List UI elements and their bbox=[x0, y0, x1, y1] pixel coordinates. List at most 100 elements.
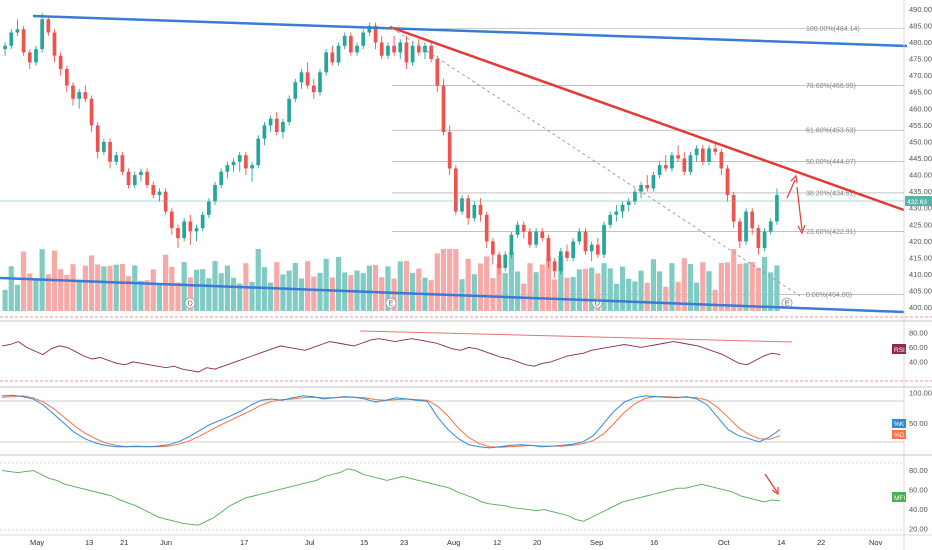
volume-bar bbox=[366, 265, 372, 311]
date-tick-label: 21 bbox=[120, 538, 128, 547]
candle-body bbox=[9, 32, 14, 46]
volume-bar bbox=[348, 275, 354, 311]
arrow-down-icon bbox=[796, 186, 803, 231]
candle-body bbox=[83, 92, 88, 99]
volume-bar bbox=[230, 277, 237, 311]
volume-bar bbox=[508, 252, 514, 311]
candle-body bbox=[750, 211, 755, 229]
date-tick-label: 20 bbox=[533, 538, 541, 547]
candle-body bbox=[349, 35, 353, 53]
candle-body bbox=[565, 251, 569, 258]
candle-body bbox=[126, 171, 131, 186]
indicator-tick-label: 80.00 bbox=[909, 328, 928, 337]
volume-bar bbox=[379, 277, 385, 311]
volume-bar bbox=[724, 262, 731, 311]
price-tick-label: 460.00 bbox=[909, 104, 932, 113]
volume-bar bbox=[70, 264, 76, 311]
volume-bar bbox=[761, 257, 768, 311]
date-tick-label: Aug bbox=[447, 538, 460, 547]
mfi-panel[interactable]: 80.00 60.00 40.00 20.00 MFI bbox=[0, 462, 928, 534]
event-marker[interactable] bbox=[184, 297, 196, 309]
candle-body bbox=[768, 221, 773, 232]
fib-level-label: 61.80%(453.53) bbox=[806, 128, 856, 135]
volume-bar bbox=[82, 265, 88, 311]
volume-bar bbox=[490, 278, 496, 311]
last-price-label: 432.63 bbox=[907, 199, 927, 206]
rsi-divergence-line bbox=[359, 330, 793, 343]
candle-body bbox=[188, 221, 193, 232]
volume-bar bbox=[570, 277, 576, 311]
candle-body bbox=[497, 254, 501, 268]
volume-bar bbox=[237, 283, 243, 311]
volume-bar bbox=[206, 278, 212, 311]
volume-bar bbox=[107, 265, 113, 311]
volume-bar bbox=[329, 277, 335, 311]
candle-body bbox=[398, 42, 403, 53]
stoch-k-line bbox=[1, 394, 781, 449]
date-tick-label: Jul bbox=[305, 538, 315, 547]
stochastic-panel[interactable]: 100.00 50.00 %K %D bbox=[0, 388, 932, 449]
volume-bar bbox=[193, 269, 200, 311]
date-tick-label: Oct bbox=[718, 538, 731, 547]
price-tick-label: 435.00 bbox=[909, 187, 932, 196]
volume-bar bbox=[558, 255, 564, 311]
candle-body bbox=[552, 261, 557, 272]
volume-bar bbox=[552, 279, 558, 311]
volume-bar bbox=[607, 268, 613, 311]
candle-body bbox=[114, 155, 119, 162]
candle-body bbox=[614, 211, 619, 215]
candle-body bbox=[305, 72, 310, 86]
candle-body bbox=[268, 118, 273, 126]
price-tick-label: 465.00 bbox=[909, 88, 932, 97]
stoch-d-legend-badge bbox=[892, 430, 906, 439]
price-tick-label: 485.00 bbox=[909, 21, 932, 30]
fib-level-label: 50.00%(444.07) bbox=[806, 159, 856, 166]
arrow-up-head-icon bbox=[790, 174, 798, 184]
volume-bar bbox=[589, 267, 595, 311]
event-marker[interactable] bbox=[385, 297, 397, 309]
candle-body bbox=[108, 141, 112, 162]
price-panel[interactable]: 100.00%(484.14) 78.60%(466.99) 61.80%(453.… bbox=[0, 12, 908, 314]
volume-bar bbox=[391, 278, 397, 311]
volume-bar bbox=[274, 262, 280, 311]
price-tick-label: 400.00 bbox=[909, 303, 932, 312]
candle-body bbox=[89, 98, 94, 126]
volume-bar bbox=[385, 266, 391, 311]
candle-body bbox=[633, 191, 637, 202]
volume-bar bbox=[638, 270, 644, 311]
candle-body bbox=[330, 52, 335, 63]
rsi-legend-badge bbox=[892, 344, 906, 354]
price-tick-label: 410.00 bbox=[909, 270, 932, 279]
volume-bar bbox=[496, 264, 502, 311]
candle-body bbox=[244, 155, 248, 169]
volume-bar bbox=[694, 282, 700, 311]
stoch-axis: 100.00 50.00 bbox=[909, 388, 932, 428]
volume-bar bbox=[700, 262, 706, 311]
volume-bar bbox=[675, 281, 681, 311]
candle-body bbox=[775, 194, 779, 222]
volume-bar bbox=[218, 273, 224, 311]
volume-bar bbox=[410, 273, 416, 311]
candle-body bbox=[484, 214, 489, 242]
candle-body bbox=[756, 228, 761, 249]
volume-bar bbox=[718, 263, 724, 311]
volume-bar bbox=[138, 280, 144, 311]
candle-body bbox=[139, 171, 143, 176]
volume-bar bbox=[311, 276, 317, 311]
candle-body bbox=[132, 175, 137, 186]
volume-bar bbox=[650, 259, 657, 311]
indicator-tick-label: 80.00 bbox=[909, 466, 928, 475]
volume-bar bbox=[428, 280, 434, 311]
fib-level-label: 100.00%(484.14) bbox=[806, 26, 860, 33]
volume-bar bbox=[33, 279, 39, 311]
arrow-up-icon bbox=[786, 179, 796, 199]
candle-body bbox=[225, 165, 230, 172]
candle-body bbox=[645, 185, 650, 189]
volume-bar bbox=[187, 277, 193, 311]
event-marker-label: D bbox=[188, 301, 193, 308]
candle-body bbox=[583, 231, 588, 252]
candle-body bbox=[194, 228, 199, 232]
candle-body bbox=[299, 72, 304, 83]
rsi-panel[interactable]: 80.00 60.00 40.00 RSI bbox=[1, 328, 928, 373]
